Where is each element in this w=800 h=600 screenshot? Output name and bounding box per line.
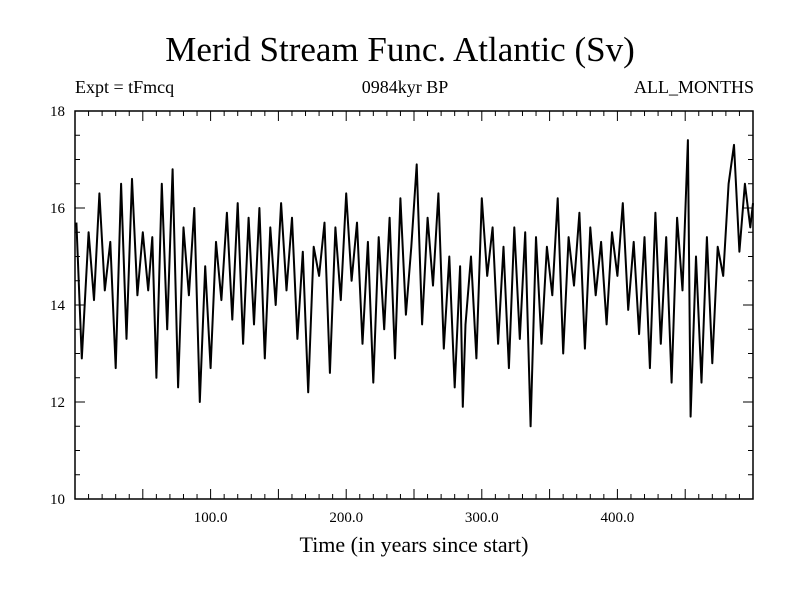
experiment-label: Expt = tFmcq	[75, 77, 175, 97]
y-tick-label: 10	[50, 492, 65, 508]
y-tick-label: 16	[50, 201, 66, 217]
months-label: ALL_MONTHS	[634, 77, 754, 97]
x-tick-label: 200.0	[329, 510, 363, 526]
period-label: 0984kyr BP	[361, 77, 449, 97]
x-tick-label: 300.0	[465, 510, 499, 526]
chart-title: Merid Stream Func. Atlantic (Sv)	[165, 30, 635, 69]
x-axis-label: Time (in years since start)	[299, 532, 529, 557]
plot-frame	[74, 110, 754, 500]
y-tick-label: 14	[50, 298, 66, 314]
y-axis-ticks: 10 12 14 16 18	[50, 104, 753, 508]
x-tick-label: 100.0	[194, 510, 228, 526]
y-tick-label: 12	[50, 395, 65, 411]
y-tick-label: 18	[50, 104, 65, 120]
x-tick-label: 400.0	[601, 510, 635, 526]
series-line	[75, 139, 754, 428]
x-axis-ticks: 100.0 200.0 300.0 400.0	[88, 111, 740, 526]
